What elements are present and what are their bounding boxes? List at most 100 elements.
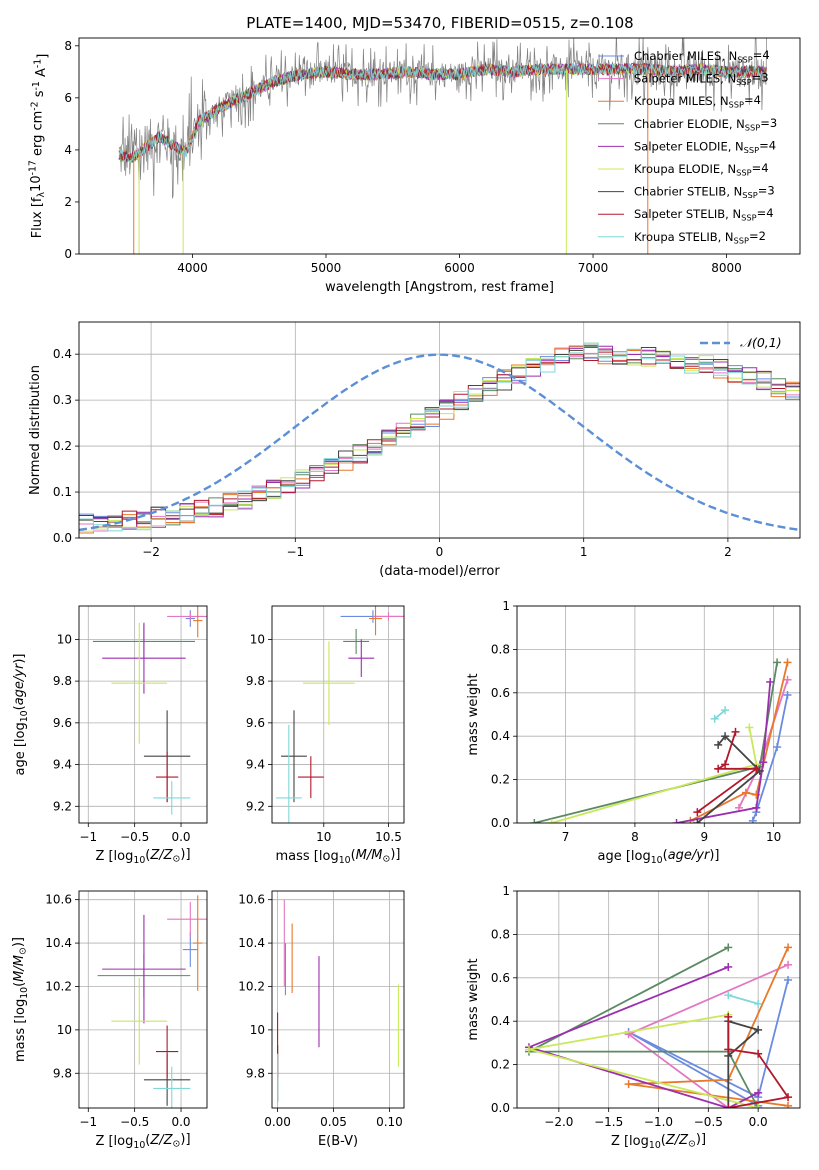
y-tick-label: 10 [250, 632, 265, 646]
weight-marker-kroupa_elodie [754, 1104, 763, 1108]
axes-frame [516, 890, 801, 1109]
y-tick-label: 0.2 [491, 1058, 510, 1072]
x-tick-label: 6000 [444, 261, 475, 275]
y-tick-label: 10.4 [238, 936, 265, 950]
text-run: SSP [734, 235, 749, 245]
y-tick-label: 10.2 [45, 979, 72, 993]
panel-spectrum: 4000 5000 6000 7000 8000 0 2 4 6 8 wavelength [Ang… [28, 37, 801, 295]
text-run: SSP [741, 213, 756, 223]
y-tick-label: 9.2 [53, 799, 72, 813]
axes-frame [271, 605, 405, 824]
errorbar-point-salpeter_miles [167, 901, 207, 937]
text-run: )] [180, 847, 190, 862]
weight-marker-salpeter_elodie [759, 758, 768, 767]
text-run: =3 [758, 184, 775, 198]
axes-frame [78, 37, 801, 255]
x-tick-label: 0.0 [171, 1115, 190, 1129]
text-run: mass [log [13, 999, 28, 1062]
grid [272, 891, 404, 1108]
text-run: ( [145, 848, 150, 863]
x-tick-label: 0.05 [320, 1115, 347, 1129]
legend-label-kroupa_miles: Kroupa MILES, NSSP​=4 [634, 93, 761, 109]
text-run: Flux [f [30, 197, 45, 238]
y-tick-label: 9.4 [246, 758, 265, 772]
x-tick-label: 2 [724, 545, 732, 559]
y-tick-label: 1 [502, 599, 510, 613]
x-tick-label: −1.5 [594, 1115, 623, 1129]
plot-area [530, 658, 792, 823]
normal-curve-line [79, 353, 800, 532]
text-run: 10 [339, 855, 351, 866]
text-run: wavelength [Angstrom, rest frame] [325, 280, 554, 295]
x-axis-label: (data-model)/error [379, 564, 500, 579]
weight-marker-salpeter_stelib [784, 1093, 793, 1102]
weight-marker-kroupa_stelib [721, 706, 730, 715]
legend-label-kroupa_elodie: Kroupa ELODIE, NSSP​=4 [634, 161, 769, 177]
y-tick-label: 10.6 [238, 893, 265, 907]
errorbar-point-kroupa_miles [193, 606, 203, 638]
y-tick-label: 0.2 [491, 773, 510, 787]
plot-area [524, 943, 793, 1108]
text-run: =4 [744, 93, 761, 107]
text-run: ( [12, 982, 27, 987]
panel-mass_vs_Z: −1 −0.5 0.0 9.8 10 10.2 10.4 10.6 Z [log10​(Z/Z⊙… [11, 890, 208, 1151]
weight-marker-kroupa_elodie [547, 819, 556, 823]
text-run: E(B-V) [318, 1134, 358, 1149]
grid [79, 606, 207, 823]
text-run: Kroupa MILES, N [634, 94, 729, 108]
weight-line-kroupa_stelib [714, 709, 726, 720]
text-run: Z/Z [665, 1133, 689, 1148]
weight-line-kroupa_stelib [728, 994, 759, 1005]
text-run: s [32, 90, 47, 101]
x-axis-label: E(B-V) [318, 1134, 358, 1149]
x-tick-label: −2.0 [544, 1115, 573, 1129]
model-spectrum-line-kroupa_stelib [118, 63, 767, 163]
y-tick-label: 10 [250, 1023, 265, 1037]
text-run: M/M [12, 955, 27, 982]
y-tick-label: 0.4 [491, 729, 510, 743]
axes-frame [516, 605, 801, 824]
text-run: ⊙ [688, 1139, 696, 1150]
y-axis-label: Flux [fλ​10-17​ erg cm-2​ s-1​ A-1​] [28, 54, 51, 239]
y-tick-label: 0.2 [53, 439, 72, 453]
x-tick-label: 0.0 [171, 830, 190, 844]
text-run: mass weight [466, 958, 481, 1040]
text-run: (data-model)/error [379, 564, 500, 579]
histogram-chabrier_stelib [79, 344, 800, 538]
y-tick-label: 0.0 [491, 816, 510, 830]
x-axis-label: Z [log10​(Z/Z⊙​)] [95, 1132, 190, 1151]
axes-frame [78, 605, 208, 824]
errorbar-point-salpeter_stelib [155, 1025, 179, 1078]
errorbar-point-kroupa_elodie [111, 622, 168, 744]
x-tick-label: 5000 [311, 261, 342, 275]
weight-marker-salpeter_elodie [672, 819, 681, 823]
y-axis-label: mass [log10​(M/M⊙​)] [11, 937, 30, 1062]
weight-marker-salpeter_miles [783, 675, 792, 684]
text-run: Chabrier MILES, N [634, 49, 737, 63]
text-run: mass weight [466, 673, 481, 755]
weight-marker-chabrier_stelib [714, 740, 723, 749]
y-tick-label: 0.8 [491, 927, 510, 941]
weight-marker-kroupa_elodie [524, 1045, 533, 1054]
text-run: 10 [29, 175, 44, 192]
x-tick-label: 4000 [177, 261, 208, 275]
histogram-kroupa_elodie [79, 342, 800, 538]
text-run: 10 [651, 855, 663, 866]
histogram-kroupa_stelib [79, 342, 800, 538]
x-tick-label: 0.0 [749, 1115, 768, 1129]
y-tick-label: 1 [502, 884, 510, 898]
errorbar-point-kroupa_stelib [153, 781, 191, 815]
weight-marker-salpeter_stelib [731, 727, 740, 736]
weight-marker-chabrier_miles [784, 975, 793, 984]
text-run: age/yr [12, 662, 27, 705]
weight-marker-kroupa_miles [741, 788, 750, 797]
text-run: )] [180, 1132, 190, 1147]
text-run: SSP [736, 167, 751, 177]
grid [79, 891, 207, 1108]
y-tick-label: 8 [64, 39, 72, 53]
weight-marker-chabrier_miles [748, 816, 757, 823]
weight-marker-kroupa_stelib [754, 999, 763, 1008]
y-tick-label: 10.2 [238, 979, 265, 993]
errorbar-point-kroupa_miles [369, 606, 382, 636]
